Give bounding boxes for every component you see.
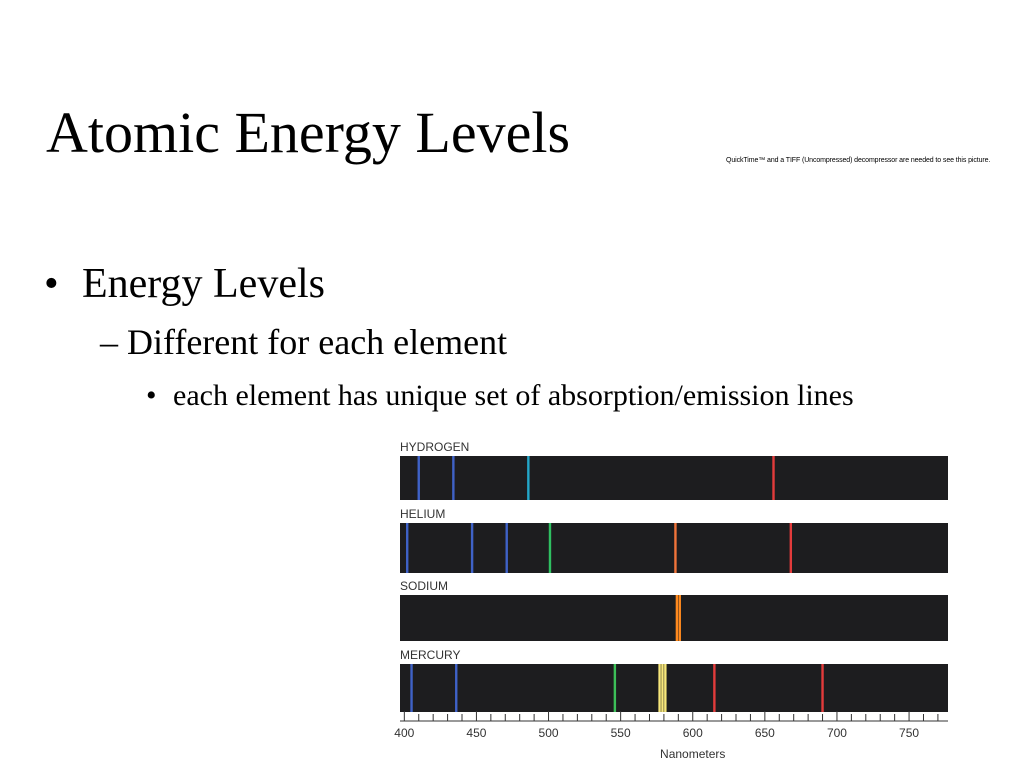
- spectral-line-helium: [505, 523, 508, 573]
- spectrum-band-hydrogen: [400, 456, 948, 500]
- spectral-line-sodium: [675, 595, 679, 641]
- spectrum-label-sodium: SODIUM: [400, 579, 448, 593]
- spectral-line-mercury: [664, 664, 667, 712]
- spectral-line-mercury: [410, 664, 413, 712]
- spectral-line-mercury: [613, 664, 617, 712]
- spectral-line-helium: [548, 523, 552, 573]
- spectrum-label-helium: HELIUM: [400, 507, 445, 521]
- bullet-level-2: – Different for each element: [100, 320, 507, 364]
- spectrum-band-helium: [400, 523, 948, 573]
- spectral-line-mercury: [713, 664, 716, 712]
- bullet-dot-icon: •: [146, 379, 157, 412]
- quicktime-missing-picture-notice: QuickTime™ and a TIFF (Uncompressed) dec…: [726, 157, 991, 164]
- spectrum-label-mercury: MERCURY: [400, 648, 460, 662]
- x-tick-label: 450: [466, 726, 486, 740]
- bullet-text: each element has unique set of absorptio…: [173, 379, 854, 412]
- emission-spectra-figure: HYDROGEN HELIUM SODIUM MERCURY 400 450 500 550 6…: [394, 440, 948, 761]
- x-tick-label: 500: [539, 726, 559, 740]
- x-tick-label: 550: [611, 726, 631, 740]
- spectrum-band-sodium: [400, 595, 948, 641]
- bullet-level-3: • each element has unique set of absorpt…: [146, 376, 906, 416]
- x-axis-title: Nanometers: [660, 747, 725, 761]
- spectral-line-helium: [406, 523, 409, 573]
- spectral-line-hydrogen: [772, 456, 775, 500]
- slide-title: Atomic Energy Levels: [46, 100, 571, 165]
- spectral-line-helium: [674, 523, 677, 573]
- spectrum-label-hydrogen: HYDROGEN: [400, 440, 469, 454]
- spectral-line-mercury: [455, 664, 458, 712]
- spectral-line-mercury: [821, 664, 824, 712]
- x-tick-label: 400: [394, 726, 414, 740]
- spectral-line-hydrogen: [527, 456, 530, 500]
- spectral-line-mercury: [658, 664, 661, 712]
- spectral-line-hydrogen: [452, 456, 455, 500]
- spectrum-band-mercury: [400, 664, 948, 712]
- spectral-line-mercury: [661, 664, 664, 712]
- spectral-line-helium: [470, 523, 474, 573]
- bullet-dash-icon: –: [100, 322, 118, 362]
- spectral-line-sodium: [678, 595, 681, 641]
- x-tick-label: 700: [827, 726, 847, 740]
- x-tick-label: 600: [683, 726, 703, 740]
- bullet-text: Energy Levels: [82, 261, 325, 307]
- bullet-dot-icon: •: [44, 261, 59, 307]
- x-tick-label: 750: [899, 726, 919, 740]
- spectral-line-helium: [789, 523, 793, 573]
- x-tick-label: 650: [755, 726, 775, 740]
- spectral-line-hydrogen: [417, 456, 420, 500]
- bullet-text: Different for each element: [127, 322, 508, 362]
